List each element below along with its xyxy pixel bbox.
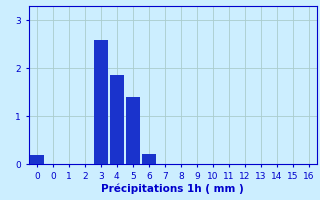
Bar: [110, 75, 124, 164]
Bar: [94, 40, 108, 164]
X-axis label: Précipitations 1h ( mm ): Précipitations 1h ( mm ): [101, 183, 244, 194]
Bar: [126, 97, 140, 164]
Bar: [142, 154, 156, 164]
Bar: [30, 155, 44, 164]
